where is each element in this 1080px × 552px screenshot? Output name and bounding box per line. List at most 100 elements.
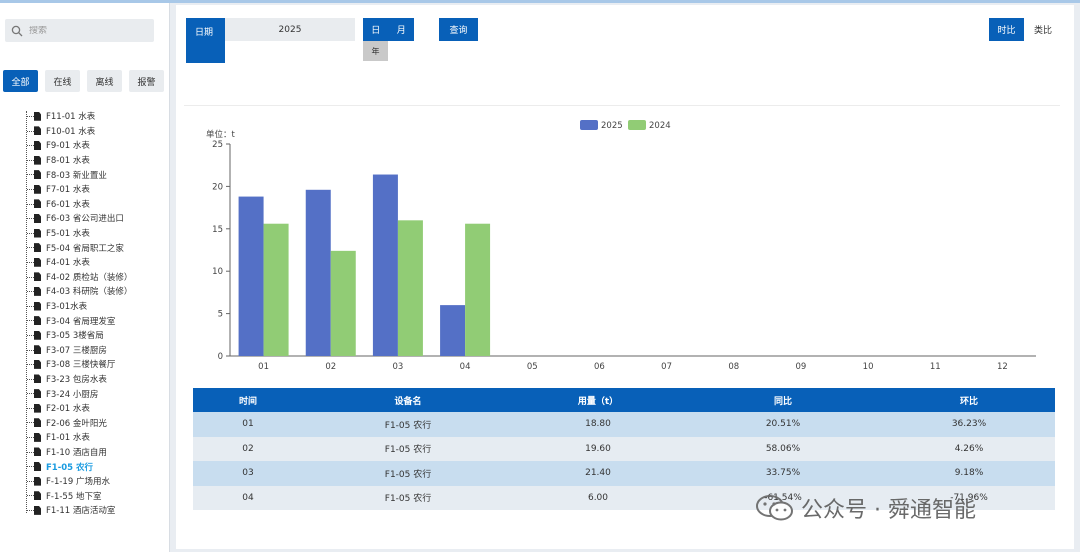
search-input[interactable] — [29, 25, 149, 36]
tree-item[interactable]: F7-01 水表 — [22, 182, 132, 197]
granularity-selector: 日 月 — [363, 18, 414, 41]
mom-button[interactable]: 类比 — [1027, 18, 1059, 41]
x-tick-label: 09 — [796, 362, 807, 372]
filter-online-button[interactable]: 在线 — [45, 70, 80, 92]
tree-item-label: F4-02 质检站（装修） — [46, 272, 133, 283]
tree-item-label: F-1-55 地下室 — [46, 491, 102, 502]
y-tick-label: 5 — [218, 310, 223, 320]
header-device: 设备名 — [394, 396, 422, 407]
tree-item[interactable]: F11-01 水表 — [22, 109, 132, 124]
tree-item-label: F3-24 小厨房 — [46, 389, 99, 400]
filter-all-button[interactable]: 全部 — [3, 70, 38, 92]
table-row: 04 F1-05 农行 6.00 -61.54% -71.96% — [193, 485, 1055, 510]
cell-device: F1-05 农行 — [384, 469, 432, 480]
tree-item[interactable]: F3-24 小厨房 — [22, 386, 132, 401]
tree-item[interactable]: F9-01 水表 — [22, 138, 132, 153]
filter-offline-button[interactable]: 离线 — [87, 70, 122, 92]
cell-device: F1-05 农行 — [384, 494, 432, 505]
x-tick-label: 03 — [393, 362, 404, 372]
y-tick-label: 10 — [212, 267, 223, 277]
cell-usage: 19.60 — [585, 443, 611, 454]
legend-swatch-2024 — [628, 120, 646, 130]
file-icon — [34, 286, 41, 296]
file-icon — [34, 257, 41, 267]
legend-swatch-2025 — [580, 120, 598, 130]
tree-item[interactable]: F8-03 新业置业 — [22, 167, 132, 182]
tree-item[interactable]: F4-01 水表 — [22, 255, 132, 270]
tree-item[interactable]: F3-08 三楼快餐厅 — [22, 357, 132, 372]
tree-item-label: F3-04 省局理发室 — [46, 316, 116, 327]
tree-item[interactable]: F1-10 酒店自用 — [22, 445, 132, 460]
file-icon — [34, 170, 41, 180]
tree-item[interactable]: F1-11 酒店活动室 — [22, 503, 132, 518]
tree-item-label: F1-05 农行 — [46, 462, 94, 473]
bar-2025-04 — [440, 305, 466, 356]
tree-item[interactable]: F6-01 水表 — [22, 197, 132, 212]
tree-item-label: F6-01 水表 — [46, 199, 90, 210]
y-tick-label: 15 — [212, 225, 223, 235]
tree-item-label: F3-07 三楼厨房 — [46, 345, 107, 356]
granularity-month[interactable]: 月 — [396, 26, 406, 36]
file-icon — [34, 476, 41, 486]
x-tick-label: 11 — [930, 362, 941, 372]
chart-unit-label: 单位：t — [206, 129, 236, 140]
tree-item[interactable]: F4-02 质检站（装修） — [22, 270, 132, 285]
cell-yoy: 33.75% — [765, 468, 801, 479]
tree-item[interactable]: F3-23 包房水表 — [22, 372, 132, 387]
divider — [184, 105, 1060, 106]
table-row: 01 F1-05 农行 18.80 20.51% 36.23% — [193, 412, 1055, 437]
y-tick-label: 20 — [212, 182, 223, 192]
year-input[interactable]: 2025 — [225, 18, 355, 41]
file-icon — [34, 389, 41, 399]
file-icon — [34, 330, 41, 340]
x-tick-label: 06 — [594, 362, 605, 372]
bar-2025-01 — [238, 196, 264, 356]
wechat-icon — [756, 495, 793, 521]
search-box[interactable] — [5, 19, 154, 42]
tree-item[interactable]: F3-07 三楼厨房 — [22, 343, 132, 358]
cell-usage: 18.80 — [585, 419, 611, 430]
tree-item-label: F3-08 三楼快餐厅 — [46, 360, 116, 371]
yoy-button[interactable]: 时比 — [989, 18, 1024, 41]
tree-item-label: F8-03 新业置业 — [46, 170, 107, 181]
file-icon — [34, 111, 41, 121]
watermark: 公众号 · 舜通智能 — [755, 492, 976, 524]
tree-item-label: F3-23 包房水表 — [46, 374, 107, 385]
cell-device: F1-05 农行 — [384, 420, 432, 431]
file-icon — [34, 447, 41, 457]
tree-item[interactable]: F1-05 农行 — [22, 459, 132, 474]
tree-item[interactable]: F4-03 科研院（装修） — [22, 284, 132, 299]
tree-item-label: F3-05 3楼省局 — [46, 331, 104, 342]
tree-item[interactable]: F10-01 水表 — [22, 124, 132, 139]
tree-item[interactable]: F6-03 省公司进出口 — [22, 211, 132, 226]
tree-item[interactable]: F3-05 3楼省局 — [22, 328, 132, 343]
bar-2025-02 — [305, 189, 331, 356]
tree-item[interactable]: F1-01 水表 — [22, 430, 132, 445]
cell-mom: -71.96% — [950, 492, 988, 503]
cell-time: 02 — [242, 443, 254, 454]
filter-alarm-button[interactable]: 报警 — [129, 70, 164, 92]
file-icon — [34, 140, 41, 150]
granularity-year[interactable]: 年 — [363, 41, 388, 61]
tree-item[interactable]: F-1-19 广场用水 — [22, 474, 132, 489]
tree-item[interactable]: F3-01水表 — [22, 299, 132, 314]
tree-item[interactable]: F5-04 省局职工之家 — [22, 240, 132, 255]
tree-item[interactable]: F2-01 水表 — [22, 401, 132, 416]
header-time: 时间 — [238, 396, 257, 407]
tree-item-label: F9-01 水表 — [46, 141, 90, 152]
file-icon — [34, 491, 41, 501]
x-tick-label: 07 — [661, 362, 672, 372]
tree-item-label: F8-01 水表 — [46, 156, 90, 167]
file-icon — [34, 243, 41, 253]
table-row: 03 F1-05 农行 21.40 33.75% 9.18% — [193, 461, 1055, 486]
tree-item[interactable]: F3-04 省局理发室 — [22, 313, 132, 328]
tree-item[interactable]: F-1-55 地下室 — [22, 488, 132, 503]
tree-item[interactable]: F2-06 金叶阳光 — [22, 415, 132, 430]
tree-item-label: F4-01 水表 — [46, 258, 90, 269]
query-button[interactable]: 查询 — [439, 18, 478, 41]
tree-item[interactable]: F5-01 水表 — [22, 226, 132, 241]
bar-2024-03 — [397, 220, 423, 356]
tree-item-label: F4-03 科研院（装修） — [46, 287, 133, 298]
granularity-day[interactable]: 日 — [371, 26, 381, 36]
tree-item[interactable]: F8-01 水表 — [22, 153, 132, 168]
